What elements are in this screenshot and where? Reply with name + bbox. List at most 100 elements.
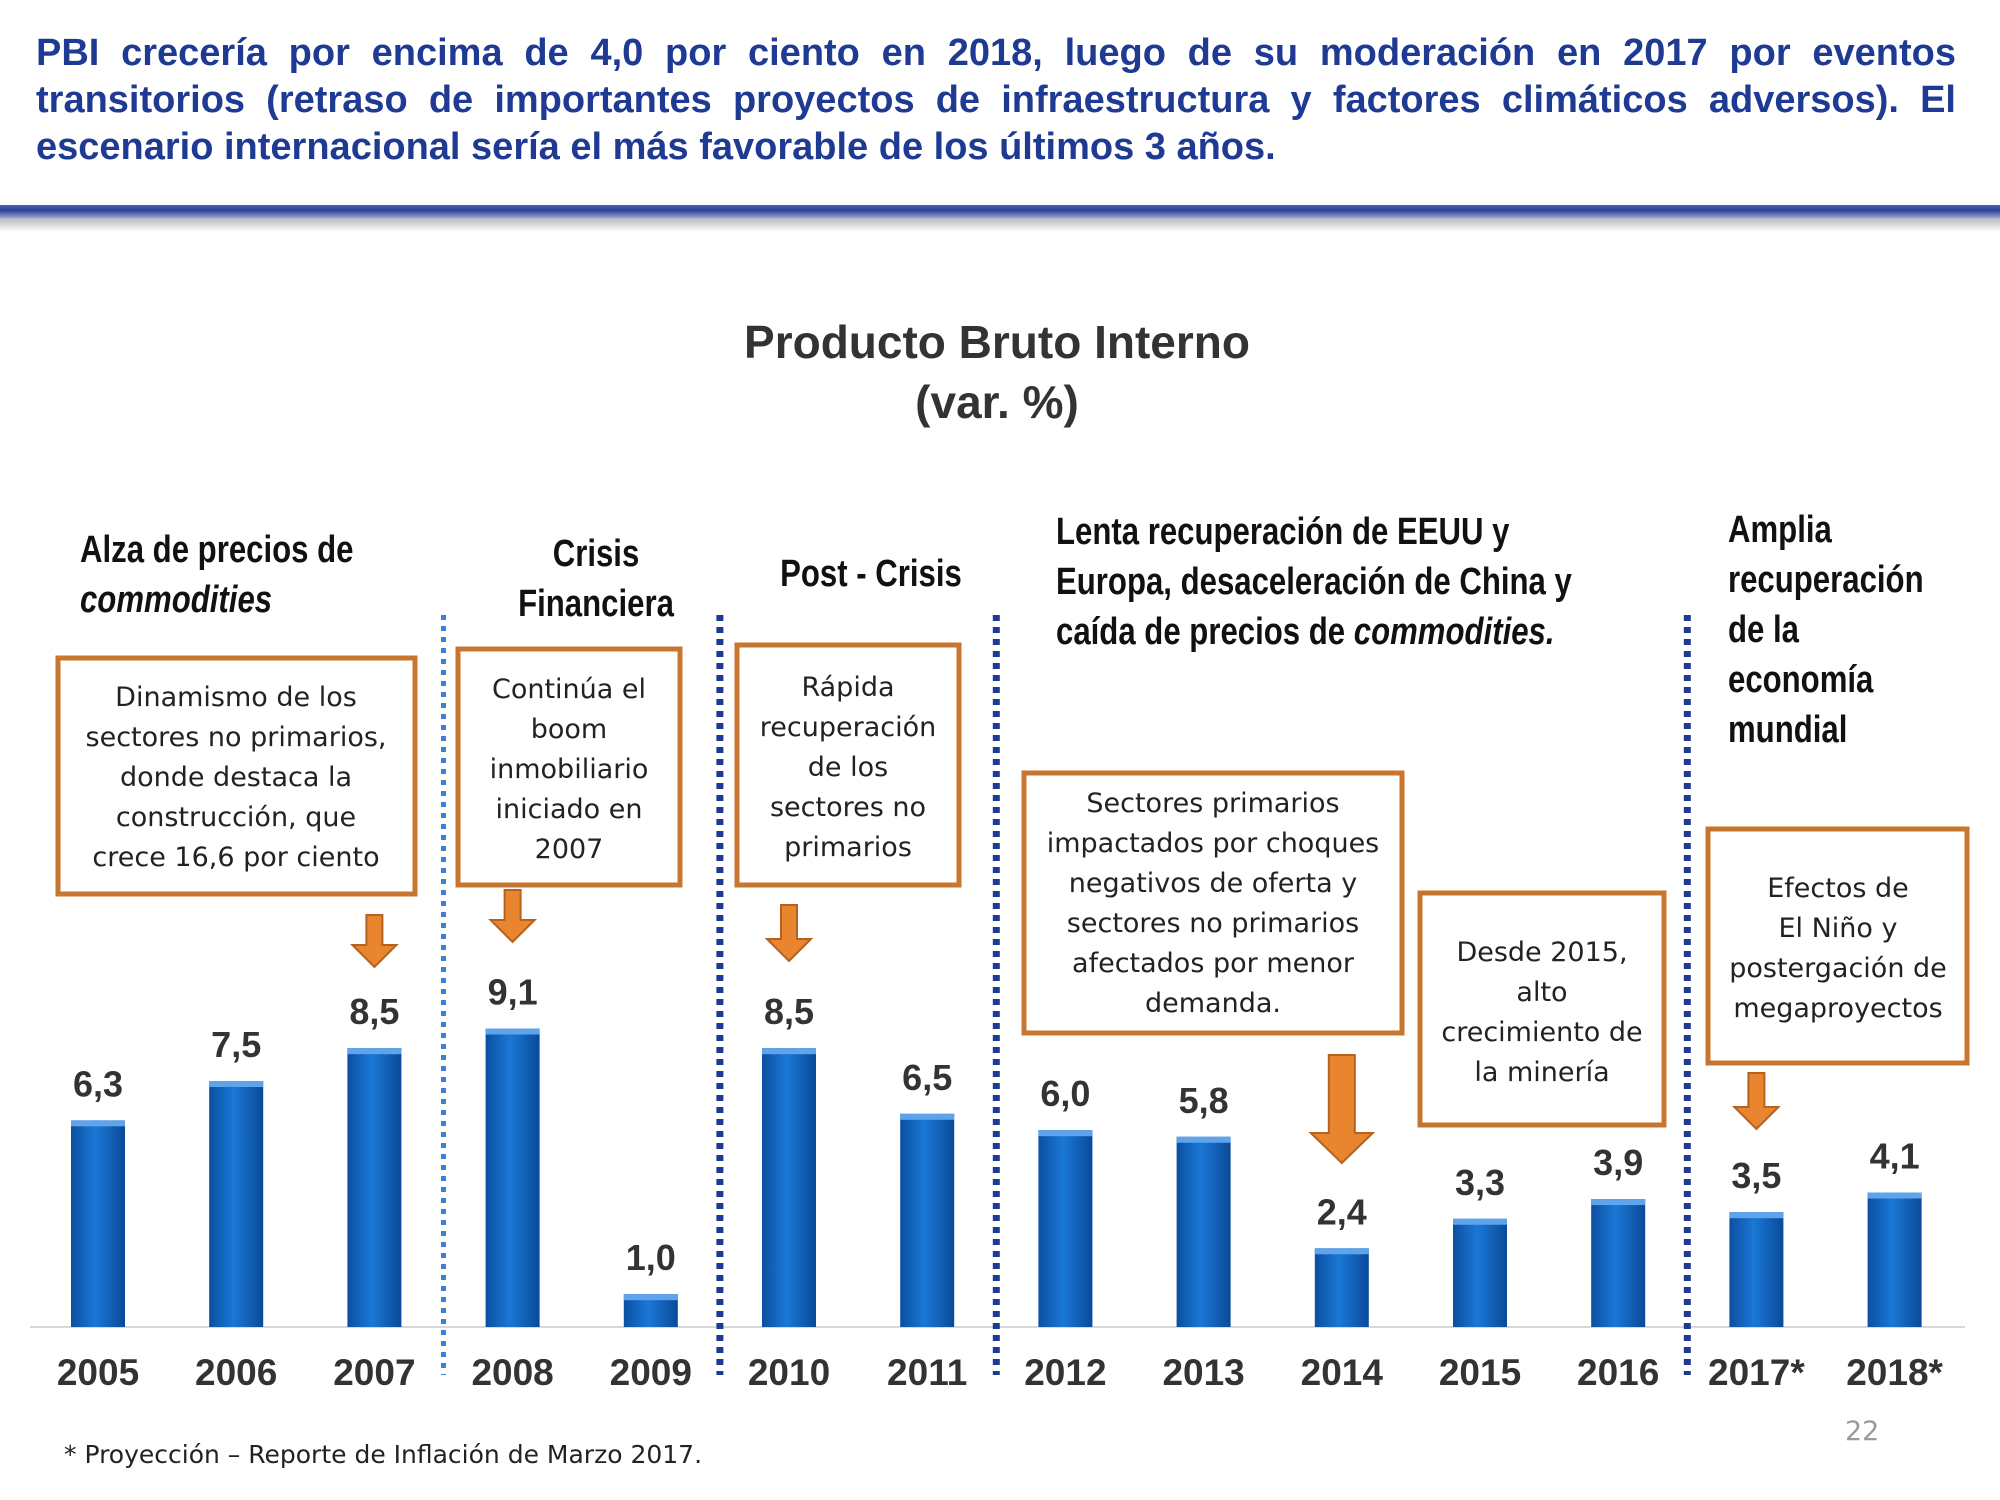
crisis-box-line-5: 2007	[535, 834, 604, 865]
value-label-2010: 8,5	[764, 991, 814, 1032]
heading-crisis-line-1: Crisis	[553, 533, 640, 575]
value-label-2006: 7,5	[211, 1024, 261, 1065]
commodities-box-line-3: donde destaca la	[120, 762, 352, 793]
value-label-2005: 6,3	[73, 1063, 123, 1104]
broad-recovery-box-line-3: postergación de	[1729, 953, 1947, 984]
category-label-2016: 2016	[1577, 1352, 1659, 1393]
value-label-2007: 8,5	[349, 991, 399, 1032]
annotation-arrows	[349, 889, 1781, 1165]
heading-crisis-line-2: Financiera	[518, 583, 674, 625]
bars	[71, 1028, 1922, 1327]
commodities-box	[55, 655, 418, 897]
value-label-2017: 3,5	[1731, 1155, 1781, 1196]
heading-post-crisis-line-1: Post - Crisis	[780, 553, 962, 595]
value-labels: 6,3 7,5 8,5 9,1 1,0 8,5 6,5 6,0 5,8 2,4 3,3 3,9 3,5 4…	[73, 972, 1920, 1279]
post-crisis-box-line-5: primarios	[784, 832, 912, 863]
bar-2014	[1314, 1248, 1369, 1327]
arrow-broad-recovery-icon	[1731, 1072, 1781, 1131]
bar-2012	[1038, 1130, 1093, 1327]
broad-recovery-box-line-1: Efectos de	[1767, 873, 1909, 904]
bar-2007	[347, 1048, 402, 1327]
category-label-2017: 2017*	[1708, 1352, 1805, 1393]
bar-2006	[209, 1081, 264, 1327]
value-label-2012: 6,0	[1040, 1073, 1090, 1114]
bar-top-2006	[209, 1081, 264, 1087]
broad-recovery-box-line-2: El Niño y	[1778, 913, 1897, 944]
headline: PBI crecería por encima de 4,0 por cient…	[36, 32, 1956, 168]
value-label-2018: 4,1	[1870, 1136, 1920, 1177]
arrow-crisis-icon	[488, 889, 538, 944]
value-label-2014: 2,4	[1317, 1191, 1367, 1232]
category-label-2015: 2015	[1439, 1352, 1521, 1393]
category-label-2008: 2008	[471, 1352, 553, 1393]
value-label-2013: 5,8	[1179, 1080, 1229, 1121]
heading-commodities-line-1: Alza de precios de	[80, 529, 354, 571]
broad-recovery-box	[1705, 826, 1970, 1066]
category-label-2018: 2018*	[1846, 1352, 1943, 1393]
category-label-2007: 2007	[333, 1352, 415, 1393]
bar-2005	[71, 1120, 125, 1327]
bar-top-2018	[1867, 1192, 1922, 1199]
category-labels: 2005 2006 2007 2008 2009 2010 2011 2012 2013 2014…	[57, 1352, 1944, 1393]
chart-title: Producto Bruto Interno	[744, 316, 1250, 368]
category-label-2005: 2005	[57, 1352, 139, 1393]
category-label-2009: 2009	[610, 1352, 692, 1393]
category-label-2010: 2010	[748, 1352, 830, 1393]
heading-slow-recovery-line-1: Lenta recuperación de EEUU y	[1056, 511, 1510, 553]
post-crisis-box	[734, 642, 962, 888]
arrow-slow-recovery-icon	[1308, 1054, 1376, 1165]
slow-recovery-box-line-2: impactados por choques	[1047, 828, 1380, 859]
heading-slow-recovery-line-2: Europa, desaceleración de China y	[1056, 561, 1572, 603]
page-number: 22	[1845, 1416, 1880, 1447]
slow-recovery-box-line-6: demanda.	[1145, 988, 1281, 1019]
slow-recovery-mining-box-line-2: alto	[1516, 977, 1567, 1008]
commodities-box-line-4: construcción, que	[116, 802, 356, 833]
slow-recovery-mining-box-line-4: la minería	[1474, 1057, 1609, 1088]
commodities-box-line-5: crece 16,6 por ciento	[92, 842, 379, 873]
bar-top-2010	[762, 1048, 816, 1055]
bar-top-2008	[485, 1028, 540, 1035]
slow-recovery-mining-box-line-3: crecimiento de	[1441, 1017, 1642, 1048]
bar-2016	[1591, 1199, 1646, 1327]
heading-broad-recovery-line-3: de la	[1728, 609, 1800, 651]
annotation-boxes: Dinamismo de los sectores no primarios, do…	[55, 642, 1970, 1128]
heading-broad-recovery-line-1: Amplia	[1728, 509, 1832, 551]
commodities-box-line-1: Dinamismo de los	[115, 682, 357, 713]
crisis-box	[455, 646, 683, 888]
bar-top-2011	[900, 1113, 955, 1120]
slow-recovery-box-line-5: afectados por menor	[1072, 948, 1355, 979]
bar-top-2014	[1314, 1248, 1369, 1255]
bar-top-2015	[1453, 1218, 1507, 1225]
bar-top-2013	[1176, 1136, 1231, 1143]
bar-top-2007	[347, 1048, 402, 1055]
chart-subtitle: (var. %)	[915, 376, 1079, 428]
value-label-2016: 3,9	[1593, 1142, 1643, 1183]
arrow-commodities-icon	[349, 914, 399, 969]
slow-recovery-box-line-3: negativos de oferta y	[1069, 868, 1357, 899]
bar-2013	[1176, 1136, 1231, 1327]
crisis-box-line-2: boom	[531, 714, 607, 745]
header-rule-shadow	[0, 220, 2000, 232]
bar-2018	[1867, 1192, 1922, 1327]
bar-top-2017	[1729, 1212, 1784, 1219]
footnote: * Proyección – Reporte de Inflación de M…	[64, 1440, 703, 1469]
heading-broad-recovery-line-2: recuperación	[1728, 559, 1924, 601]
bar-2010	[762, 1048, 816, 1327]
post-crisis-box-line-4: sectores no	[770, 792, 926, 823]
crisis-box-line-3: inmobiliario	[490, 754, 649, 785]
slow-recovery-mining-box-line-1: Desde 2015,	[1456, 937, 1627, 968]
header-rule	[0, 205, 2000, 220]
value-label-2015: 3,3	[1455, 1162, 1505, 1203]
heading-broad-recovery-line-4: economía	[1728, 659, 1874, 701]
bar-2008	[485, 1028, 540, 1327]
category-label-2006: 2006	[195, 1352, 277, 1393]
heading-broad-recovery-line-5: mundial	[1728, 709, 1847, 751]
post-crisis-box-line-2: recuperación	[760, 712, 936, 743]
heading-commodities-line-2: commodities	[80, 579, 272, 621]
bar-top-2009	[623, 1294, 678, 1301]
bar-2015	[1453, 1218, 1507, 1327]
broad-recovery-box-line-4: megaproyectos	[1733, 993, 1942, 1024]
value-label-2009: 1,0	[626, 1237, 676, 1278]
bar-top-2005	[71, 1120, 125, 1127]
